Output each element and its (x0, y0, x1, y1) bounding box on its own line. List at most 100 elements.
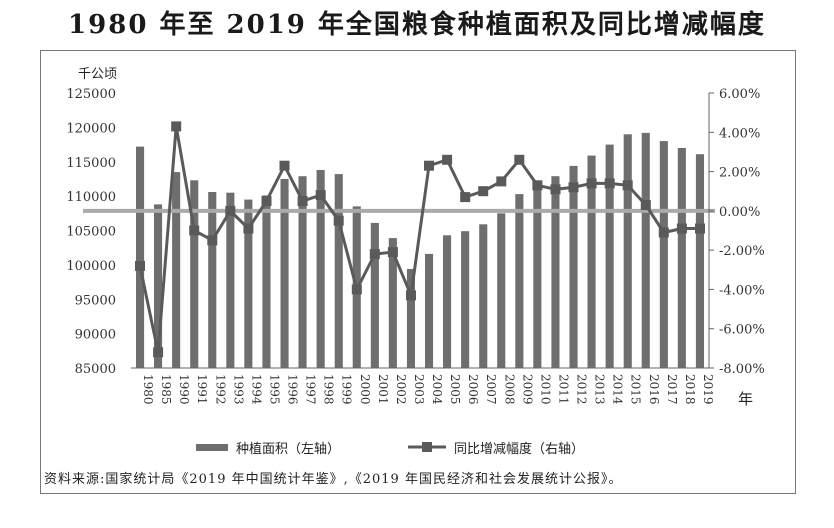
line-point-2016 (640, 200, 651, 210)
right-tick-label: 4.00% (719, 126, 760, 141)
line-point-2002 (387, 247, 398, 258)
line-point-1996 (279, 160, 290, 171)
right-tick-label: 0.00% (719, 205, 760, 220)
line-point-2010 (532, 180, 543, 191)
right-tick-label: 2.00% (719, 166, 760, 181)
line-point-1998 (315, 190, 326, 201)
chart-frame (40, 50, 796, 494)
x-tick-label: 1999 (340, 374, 354, 405)
x-tick-label: 2007 (484, 374, 498, 405)
line-point-2013 (586, 178, 597, 189)
line-point-2004 (424, 160, 434, 171)
x-tick-label: 1996 (286, 374, 300, 405)
bar-2010 (533, 184, 542, 368)
line-point-2001 (369, 249, 380, 260)
bar-2011 (551, 176, 560, 368)
x-tick-label: 1993 (231, 374, 245, 405)
line-point-2015 (622, 180, 633, 191)
bar-2017 (659, 141, 668, 368)
x-tick-label: 2009 (520, 374, 534, 405)
line-point-1997 (297, 196, 308, 206)
bar-2004 (425, 253, 434, 368)
line-point-1991 (189, 225, 200, 236)
line-point-2009 (514, 154, 525, 165)
x-tick-label: 2012 (575, 374, 589, 405)
line-point-2011 (550, 184, 561, 195)
bar-1997 (298, 176, 307, 368)
x-tick-label: 1990 (177, 374, 191, 405)
x-tick-label: 2000 (358, 374, 372, 405)
line-point-1999 (333, 215, 344, 226)
line-point-2005 (442, 154, 453, 165)
x-tick-label: 1995 (268, 374, 282, 405)
bar-1985 (154, 204, 163, 368)
x-tick-label: 2006 (466, 374, 480, 405)
line-point-1990 (171, 121, 182, 132)
x-tick-label: 2005 (448, 374, 462, 405)
x-tick-label: 2014 (611, 374, 625, 405)
x-tick-label: 1998 (322, 374, 336, 405)
x-tick-label: 2015 (629, 374, 643, 405)
x-tick-label: 1991 (195, 374, 209, 405)
line-series-group (135, 121, 705, 358)
x-tick-label: 1992 (213, 374, 227, 405)
x-axis-ticks: 1980 1985 1990 1991 1992 1993 1994 1995 1996 1997… (131, 367, 715, 405)
x-tick-label: 2018 (683, 374, 697, 405)
bar-1991 (190, 180, 199, 368)
x-tick-label: 2016 (647, 374, 661, 405)
x-axis-label: 年 (738, 390, 753, 408)
bar-2015 (623, 134, 632, 369)
x-tick-label: 2011 (557, 374, 571, 405)
bar-1998 (316, 170, 325, 368)
legend-swatch-bar (196, 444, 228, 451)
bar-2012 (569, 165, 578, 368)
bar-2001 (370, 222, 379, 368)
bar-1995 (262, 195, 271, 368)
legend-label-bar: 种植面积（左轴） (236, 442, 340, 457)
right-axis-ticks: 6.00% 4.00% 2.00% 0.00% -2.00% -4.00% -6.00% -8… (708, 87, 765, 377)
bar-1980 (136, 146, 145, 368)
left-axis-unit: 千公顷 (78, 67, 117, 82)
line-point-2008 (496, 176, 507, 187)
left-tick-label: 100000 (66, 259, 116, 274)
right-tick-label: -6.00% (719, 323, 765, 338)
bar-2018 (677, 148, 686, 368)
left-tick-label: 95000 (75, 293, 116, 308)
bar-2008 (497, 213, 506, 368)
source-note: 资料来源:国家统计局《2019 年中国统计年鉴》,《2019 年国民经济和社会发… (44, 472, 623, 487)
x-tick-label: 2010 (538, 374, 552, 405)
x-tick-label: 2013 (593, 374, 607, 405)
legend-swatch-marker (422, 442, 432, 452)
x-tick-label: 2004 (430, 374, 444, 405)
x-tick-label: 1997 (304, 374, 318, 405)
line-point-1992 (207, 235, 218, 246)
bar-1996 (280, 178, 289, 368)
x-tick-label: 2002 (394, 374, 408, 405)
left-tick-label: 90000 (75, 328, 116, 343)
left-tick-label: 110000 (66, 190, 116, 205)
left-tick-label: 105000 (66, 225, 116, 240)
bar-1992 (208, 192, 217, 368)
right-tick-label: -2.00% (719, 244, 765, 259)
line-point-1993 (225, 205, 236, 216)
bar-2006 (461, 231, 470, 368)
x-tick-label: 2003 (412, 374, 426, 405)
legend: 种植面积（左轴） 同比增减幅度（右轴） (196, 441, 584, 457)
bar-2019 (695, 154, 704, 368)
bar-2014 (605, 144, 614, 368)
x-tick-label: 1980 (141, 374, 155, 405)
bar-1994 (244, 199, 253, 368)
right-tick-label: -8.00% (719, 362, 765, 377)
line-point-2012 (568, 182, 579, 193)
bar-1993 (226, 192, 235, 368)
bar-2016 (641, 132, 650, 368)
line-point-1985 (153, 347, 164, 358)
bar-2005 (443, 235, 452, 368)
line-point-1994 (243, 223, 254, 234)
right-tick-label: 6.00% (719, 87, 760, 102)
bar-group (136, 132, 704, 369)
line-point-2018 (676, 223, 687, 234)
line-point-2003 (406, 290, 416, 301)
x-tick-label: 2017 (665, 374, 679, 405)
